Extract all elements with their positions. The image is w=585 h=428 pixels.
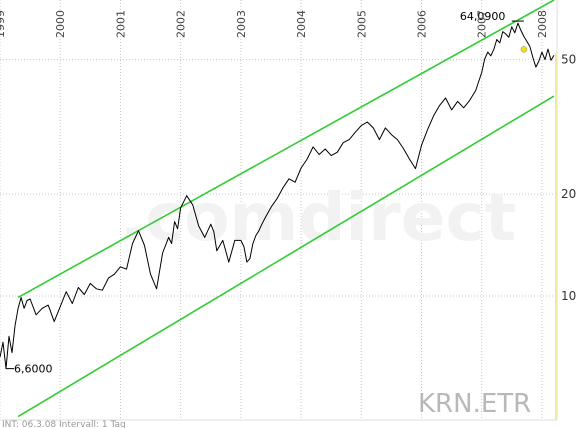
y-tick-50: 50	[561, 53, 576, 67]
grid	[0, 0, 558, 421]
reversal-dot	[520, 46, 528, 53]
y-tick-20: 20	[561, 187, 576, 201]
year-label-1999: 1999	[0, 10, 7, 38]
year-label-2002: 2002	[175, 10, 188, 38]
watermark-layer: .comdirect	[120, 179, 516, 256]
price-line	[0, 22, 555, 370]
trend-channel	[17, 0, 555, 418]
year-label-2001: 2001	[114, 10, 127, 38]
channel-lower-line	[17, 95, 555, 418]
low-value-label: 6,6000	[14, 363, 53, 376]
footer-interval-text: INT: 06.3.08 Intervall: 1 Tag	[2, 420, 126, 428]
year-label-2007: 2007	[476, 10, 489, 38]
year-label-2003: 2003	[235, 10, 248, 38]
symbol-label: KRN.ETR	[418, 389, 531, 419]
channel-upper-line	[17, 0, 555, 299]
high-value-label: 64,0900	[460, 10, 506, 23]
price-series	[0, 22, 555, 370]
y-tick-10: 10	[561, 289, 576, 303]
x-year-labels: 1999 2000 2001 2002 2003 2004 2005 2006 2007 2008	[0, 10, 549, 38]
year-label-2006: 2006	[416, 10, 429, 38]
comdirect-watermark: .comdirect	[120, 179, 516, 256]
year-label-2008: 2008	[536, 10, 549, 38]
annotations: 64,0900 6,6000	[6, 10, 528, 376]
year-label-2005: 2005	[355, 10, 368, 38]
year-label-2004: 2004	[295, 10, 308, 38]
year-label-2000: 2000	[54, 10, 67, 38]
y-tick-labels: 10 20 50	[561, 53, 576, 303]
